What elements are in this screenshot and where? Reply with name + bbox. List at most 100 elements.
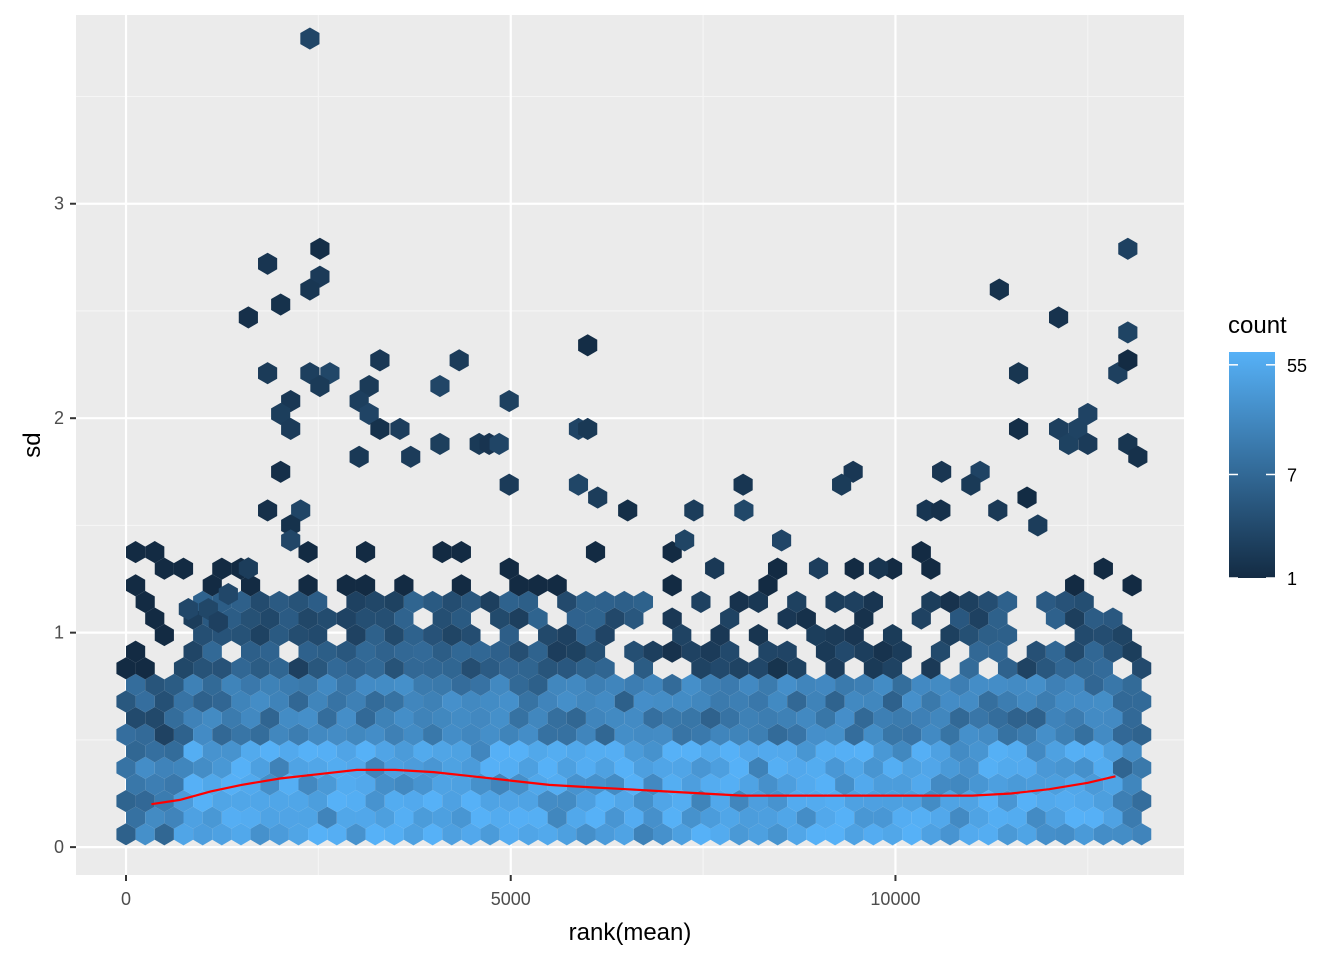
hex-bin	[499, 590, 519, 613]
hex-bin	[470, 740, 491, 763]
hex-bin	[528, 673, 548, 696]
hex-bin	[126, 740, 146, 763]
hex-bin	[432, 740, 452, 763]
hex-bin	[499, 657, 519, 680]
hex-bin	[633, 590, 654, 613]
hex-bin	[461, 723, 481, 746]
hex-bin	[997, 690, 1018, 713]
hex-bin	[557, 790, 577, 813]
hex-bin	[863, 690, 883, 713]
hex-bin	[758, 574, 778, 597]
hex-bin	[843, 460, 863, 483]
hex-bin	[720, 607, 740, 630]
hex-bin	[1074, 823, 1094, 846]
hex-bin	[145, 740, 165, 763]
hex-bin	[557, 723, 577, 746]
hex-bin	[767, 823, 788, 846]
hex-bin	[423, 624, 443, 647]
hex-bin	[490, 640, 510, 663]
hex-bin	[624, 640, 644, 663]
hex-bin	[969, 707, 989, 730]
hex-bin	[710, 624, 730, 647]
hex-bin	[518, 657, 539, 680]
hex-bin	[126, 806, 146, 829]
hex-bin	[260, 640, 280, 663]
hex-bin	[863, 723, 883, 746]
hex-bin	[154, 624, 174, 647]
hex-bin	[384, 823, 404, 846]
hex-bin	[1036, 790, 1056, 813]
hex-bin	[310, 237, 330, 260]
hex-bin	[212, 790, 232, 813]
hex-bin	[375, 707, 395, 730]
hex-bin	[1112, 690, 1133, 713]
hex-bin	[394, 574, 414, 597]
hex-bin	[1036, 657, 1056, 680]
hex-bin	[432, 541, 452, 564]
hex-bin	[844, 823, 864, 846]
hex-bin	[193, 823, 213, 846]
hex-bin	[260, 707, 280, 730]
hex-bin	[844, 723, 864, 746]
hex-bin	[1026, 806, 1046, 829]
hex-bin	[355, 574, 376, 597]
hex-bin	[1093, 723, 1113, 746]
hex-bin	[202, 740, 222, 763]
hex-bin	[489, 432, 509, 455]
hex-bin	[518, 823, 539, 846]
hex-bin	[806, 723, 826, 746]
hex-bin	[653, 790, 673, 813]
hex-bin	[672, 756, 692, 779]
hex-bin	[269, 624, 289, 647]
hex-bin	[403, 756, 424, 779]
hex-bin	[748, 690, 768, 713]
hex-bin	[231, 723, 251, 746]
hex-bin	[633, 657, 654, 680]
hex-bin	[854, 673, 874, 696]
hex-bin	[835, 806, 855, 829]
hex-bin	[317, 707, 337, 730]
hex-bin	[413, 707, 433, 730]
hex-bin	[518, 790, 539, 813]
hex-bin	[154, 723, 174, 746]
hex-bin	[116, 657, 136, 680]
hex-bin	[595, 690, 615, 713]
hex-bin	[1132, 723, 1152, 746]
hex-bin	[413, 806, 433, 829]
hex-bin	[1036, 590, 1056, 613]
hex-bin	[844, 590, 864, 613]
hex-bin	[624, 607, 644, 630]
hex-bin	[384, 590, 404, 613]
hex-bin	[585, 806, 606, 829]
hex-bin	[1122, 707, 1142, 730]
hex-bin	[978, 690, 998, 713]
hex-bin	[624, 740, 644, 763]
hex-bin	[442, 590, 462, 613]
hex-bin	[835, 673, 855, 696]
hex-bin	[614, 790, 634, 813]
hex-bin	[288, 790, 309, 813]
hex-bin	[767, 756, 788, 779]
hex-bin	[595, 590, 615, 613]
hex-bin	[359, 402, 379, 425]
hex-bin	[662, 607, 682, 630]
hex-bin	[969, 740, 989, 763]
hex-bin	[997, 756, 1018, 779]
legend-break-label: 7	[1287, 465, 1297, 485]
hex-bin	[164, 806, 184, 829]
hex-bin	[355, 673, 376, 696]
hex-bin	[1026, 673, 1046, 696]
hex-bin	[1084, 740, 1104, 763]
hex-bin	[288, 657, 309, 680]
hex-bin	[1112, 790, 1133, 813]
hex-bin	[470, 673, 491, 696]
hex-bin	[1017, 486, 1037, 509]
hex-bin	[384, 690, 404, 713]
hex-bin	[518, 590, 539, 613]
hex-bin	[1007, 806, 1027, 829]
hex-bin	[681, 707, 701, 730]
hex-bin	[739, 707, 759, 730]
hex-bin	[221, 673, 241, 696]
hex-bin	[700, 640, 721, 663]
hex-bin	[1065, 574, 1085, 597]
